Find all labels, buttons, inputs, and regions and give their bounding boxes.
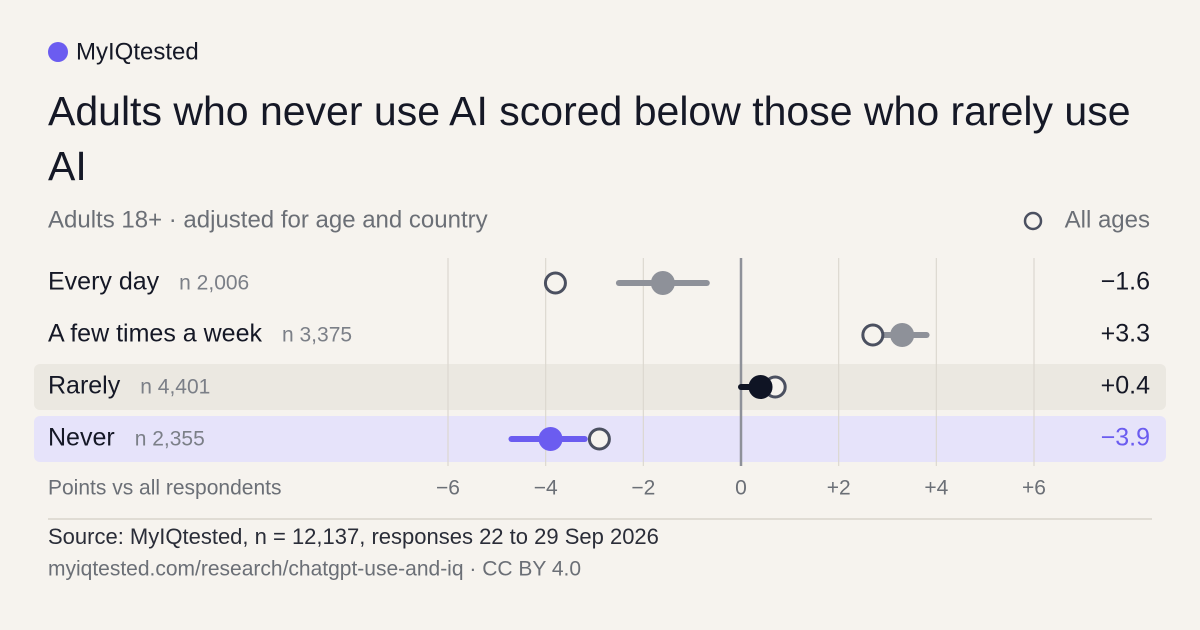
- x-axis-label: Points vs all respondents: [48, 477, 281, 500]
- source: Source: MyIQtested, n = 12,137, response…: [48, 524, 659, 549]
- n-label: n 2,006: [179, 272, 249, 295]
- value-label: +0.4: [1101, 372, 1150, 400]
- x-tick-label: −4: [534, 477, 558, 500]
- n-label: n 2,355: [135, 428, 205, 451]
- brand-dot: [48, 42, 68, 62]
- legend-symbol: [1023, 211, 1043, 231]
- category-label: Never: [48, 424, 115, 452]
- estimate-dot: [890, 323, 915, 347]
- legend-label: All ages: [1065, 206, 1150, 233]
- brand: MyIQtested: [76, 38, 199, 65]
- x-tick-label: +4: [924, 477, 948, 500]
- estimate-dot: [538, 427, 563, 451]
- all-ages-marker: [861, 323, 885, 347]
- value-label: −3.9: [1101, 424, 1150, 452]
- n-label: n 3,375: [282, 324, 352, 347]
- row-highlight: [34, 364, 1166, 410]
- value-label: +3.3: [1101, 320, 1150, 348]
- x-tick-label: 0: [735, 477, 747, 500]
- x-tick-label: −2: [631, 477, 655, 500]
- category-label: Rarely: [48, 372, 121, 400]
- estimate-dot: [650, 271, 675, 295]
- category-label: A few times a week: [48, 320, 262, 348]
- x-tick-label: −6: [436, 477, 460, 500]
- estimate-dot: [748, 375, 773, 399]
- n-label: n 4,401: [140, 376, 210, 399]
- value-label: −1.6: [1101, 268, 1150, 296]
- url: myiqtested.com/research/chatgpt-use-and-…: [48, 558, 581, 581]
- subtitle: Adults 18+ · adjusted for age and countr…: [48, 206, 488, 233]
- all-ages-marker: [543, 271, 567, 295]
- x-tick-label: +2: [827, 477, 851, 500]
- all-ages-marker: [587, 427, 611, 451]
- category-label: Every day: [48, 268, 160, 296]
- x-tick-label: +6: [1022, 477, 1046, 500]
- chart-title: Adults who never use AI scored below tho…: [48, 88, 1131, 189]
